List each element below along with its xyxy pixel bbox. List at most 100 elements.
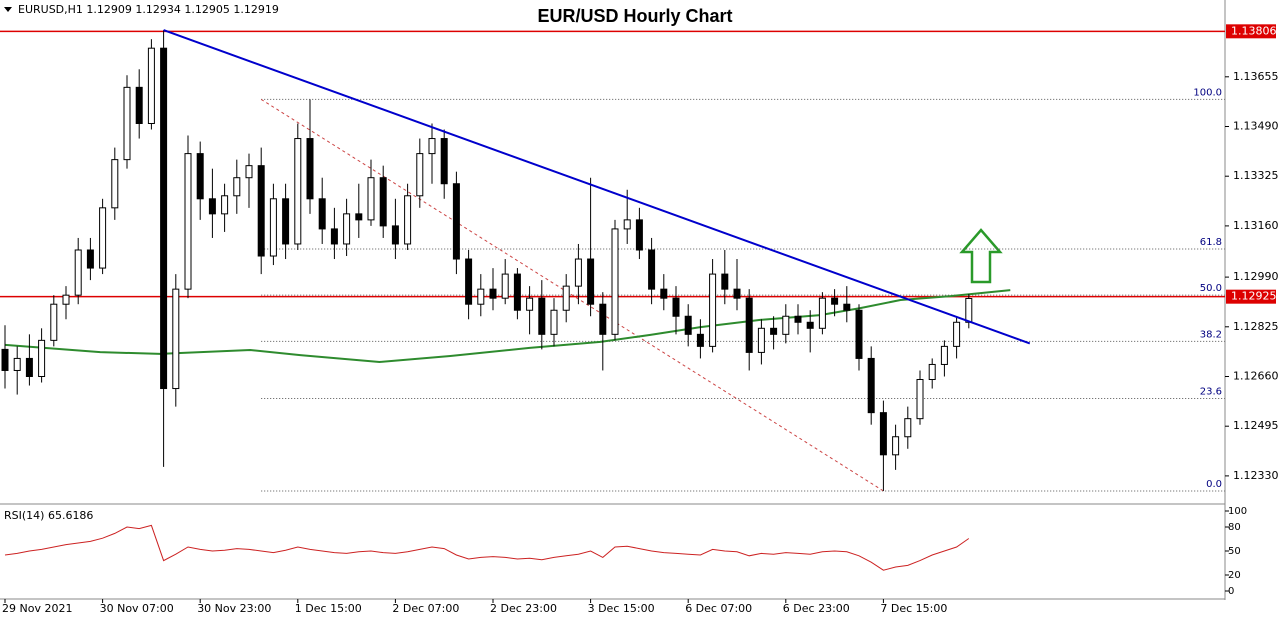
candle-body <box>501 273 509 299</box>
candle-body <box>282 198 290 245</box>
symbol-header: EURUSD,H1 1.12909 1.12934 1.12905 1.1291… <box>18 3 279 16</box>
candle-body <box>379 177 387 227</box>
candle-body <box>623 219 631 230</box>
rsi-tick-label: 0 <box>1228 586 1234 597</box>
x-tick-label: 2 Dec 07:00 <box>392 602 459 615</box>
candle-body <box>147 47 155 124</box>
chart-title: EUR/USD Hourly Chart <box>537 6 732 26</box>
candle-body <box>355 213 363 221</box>
candle-body <box>587 258 595 305</box>
trendline <box>163 29 1031 345</box>
rsi-line <box>4 524 970 571</box>
y-tick-label: 1.13325 <box>1233 169 1279 182</box>
fib-diagonal <box>260 98 884 492</box>
x-tick-label: 7 Dec 15:00 <box>880 602 947 615</box>
candle-body <box>696 333 704 347</box>
candle-body <box>465 258 473 305</box>
level-label: 1.12925 <box>1231 290 1277 303</box>
candle-body <box>367 177 375 221</box>
y-tick-label: 1.12660 <box>1233 369 1279 382</box>
rsi-tick-label: 80 <box>1228 522 1241 533</box>
y-tick-label: 1.13160 <box>1233 219 1279 232</box>
candle-body <box>74 249 82 296</box>
y-tick-label: 1.12990 <box>1233 270 1279 283</box>
rsi-label: RSI(14) 65.6186 <box>4 509 93 522</box>
menu-triangle <box>4 7 12 12</box>
candle-body <box>86 249 94 269</box>
y-tick-label: 1.12495 <box>1233 419 1279 432</box>
candle-body <box>611 228 619 335</box>
candle-body <box>343 213 351 245</box>
candle-body <box>513 273 521 311</box>
fib-label: 0.0 <box>1206 479 1222 490</box>
candle-body <box>221 195 229 215</box>
candle-body <box>965 297 973 323</box>
candle-body <box>233 177 241 197</box>
candle-body <box>953 321 961 347</box>
candle-body <box>306 138 314 200</box>
candle-body <box>538 297 546 335</box>
candle-body <box>391 225 399 245</box>
candle-body <box>330 228 338 245</box>
candle-body <box>635 219 643 251</box>
candle-body <box>135 86 143 124</box>
level-box <box>1226 289 1276 304</box>
candle-body <box>440 138 448 185</box>
candle-body <box>477 288 485 305</box>
candle-body <box>452 183 460 260</box>
candle-body <box>318 198 326 230</box>
x-tick-label: 2 Dec 23:00 <box>490 602 557 615</box>
candle-body <box>904 418 912 438</box>
candle-body <box>916 379 924 420</box>
candle-body <box>526 297 534 311</box>
x-tick-label: 3 Dec 15:00 <box>588 602 655 615</box>
x-tick-label: 30 Nov 07:00 <box>100 602 174 615</box>
y-tick-label: 1.13655 <box>1233 70 1279 83</box>
candle-body <box>940 345 948 365</box>
candle-body <box>428 138 436 155</box>
fib-label: 23.6 <box>1200 387 1222 398</box>
fib-label: 38.2 <box>1200 329 1222 340</box>
candle-body <box>721 273 729 290</box>
candle-body <box>111 159 119 209</box>
candle-body <box>208 198 216 215</box>
candle-body <box>38 339 46 377</box>
rsi-tick-label: 100 <box>1228 506 1247 517</box>
candle-body <box>294 138 302 245</box>
candle-body <box>160 47 168 390</box>
candle-body <box>648 249 656 290</box>
fib-label: 61.8 <box>1200 237 1222 248</box>
candle-body <box>892 436 900 456</box>
candle-body <box>123 86 131 161</box>
candle-body <box>843 303 851 311</box>
candle-body <box>184 153 192 290</box>
candle-body <box>709 273 717 347</box>
candle-body <box>1 348 9 371</box>
up-arrow <box>959 228 1003 284</box>
level-label: 1.13806 <box>1231 24 1277 37</box>
candle-body <box>562 285 570 311</box>
candle-body <box>269 198 277 257</box>
candle-body <box>745 297 753 353</box>
candle-body <box>867 357 875 414</box>
candle-body <box>684 315 692 335</box>
rsi-tick-label: 20 <box>1228 570 1241 581</box>
x-tick-label: 1 Dec 15:00 <box>295 602 362 615</box>
candle-body <box>574 258 582 287</box>
candle-body <box>99 207 107 269</box>
candle-body <box>172 288 180 390</box>
candle-body <box>806 321 814 329</box>
candle-body <box>404 195 412 245</box>
candle-body <box>13 357 21 371</box>
y-tick-label: 1.13490 <box>1233 120 1279 133</box>
y-tick-label: 1.12825 <box>1233 320 1279 333</box>
x-tick-label: 29 Nov 2021 <box>2 602 72 615</box>
candle-body <box>733 288 741 299</box>
candle-body <box>782 315 790 335</box>
candle-body <box>831 297 839 305</box>
candle-body <box>245 165 253 179</box>
candle-body <box>757 327 765 353</box>
candle-body <box>672 297 680 317</box>
fib-label: 50.0 <box>1200 283 1222 294</box>
